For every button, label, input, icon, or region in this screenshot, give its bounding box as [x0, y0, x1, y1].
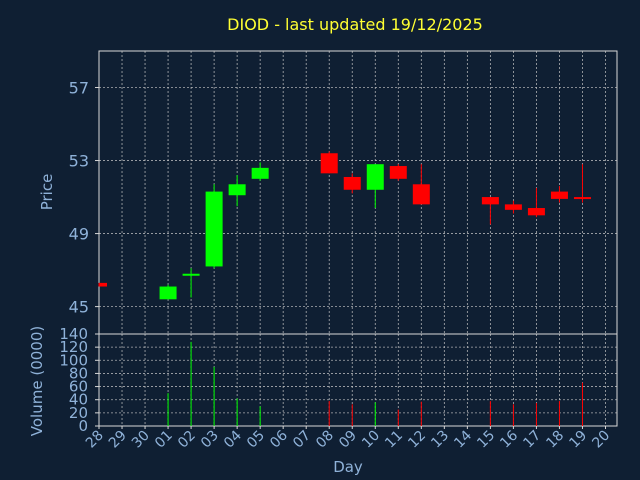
x-axis-label: Day: [333, 458, 363, 476]
candle-body: [389, 166, 407, 179]
candle-body: [228, 184, 246, 196]
x-tick-label: 30: [129, 428, 153, 452]
x-axis: 28 29 30 01 02 03 04 05 06 07 08 09 10 11 12 13 14 15 16 17…: [83, 426, 613, 451]
candle: [205, 184, 223, 269]
candle-body: [182, 273, 200, 276]
x-tick-label: 04: [221, 427, 245, 451]
x-tick-label: 02: [175, 428, 199, 452]
volume-tick-label: 20: [69, 404, 88, 422]
volume-tick-label: 40: [69, 391, 88, 409]
volume-tick-label: 60: [69, 378, 88, 396]
candle: [98, 282, 107, 287]
x-tick-label: 16: [497, 427, 521, 451]
x-tick-label: 03: [198, 428, 222, 452]
candle: [366, 164, 384, 209]
candle: [228, 175, 246, 207]
price-tick-label: 49: [69, 225, 89, 244]
price-tick-label: 53: [69, 152, 89, 171]
x-tick-label: 15: [474, 428, 498, 452]
candle-body: [412, 184, 430, 205]
volume-tick-label: 80: [69, 364, 88, 382]
x-tick-label: 10: [359, 428, 383, 452]
x-tick-label: 20: [589, 428, 613, 452]
volume-axis-label: Volume (0000): [28, 326, 46, 436]
x-tick-label: 29: [106, 428, 130, 452]
candle-body: [159, 286, 177, 300]
x-tick-label: 06: [267, 427, 291, 451]
volume-tick-label: 120: [59, 338, 88, 356]
candle: [481, 197, 499, 225]
candle: [320, 151, 338, 174]
candle-body: [550, 191, 568, 199]
volume-tick-label: 0: [78, 417, 88, 435]
candle: [573, 164, 591, 203]
candle: [182, 268, 200, 298]
x-tick-label: 12: [405, 428, 429, 452]
price-axis-label: Price: [38, 174, 56, 211]
candle: [412, 164, 430, 205]
volume-panel-frame: [98, 333, 618, 427]
x-tick-label: 07: [290, 428, 314, 452]
price-tick-label: 57: [69, 79, 89, 98]
candle: [527, 187, 545, 218]
candle: [251, 162, 269, 181]
candle-body: [251, 167, 269, 179]
x-tick-label: 08: [313, 428, 337, 452]
x-tick-label: 17: [520, 428, 544, 452]
candle-body: [205, 191, 223, 267]
x-tick-label: 18: [543, 428, 567, 452]
candle: [389, 164, 407, 181]
candle-body: [527, 208, 545, 216]
x-tick-label: 11: [382, 428, 406, 452]
candle: [159, 284, 177, 300]
price-panel: 45 49 53 57 Price: [38, 50, 618, 335]
x-tick-label: 19: [566, 428, 590, 452]
candle: [504, 200, 522, 214]
x-tick-label: 14: [451, 427, 475, 451]
candle: [550, 186, 568, 203]
candle-body: [366, 164, 384, 190]
volume-grid: [99, 334, 617, 426]
candle-body: [504, 204, 522, 210]
x-tick-label: 05: [244, 428, 268, 452]
candle-body: [343, 176, 361, 190]
candle-body: [320, 153, 338, 174]
chart-title: DIOD - last updated 19/12/2025: [227, 15, 483, 34]
candle-body: [573, 197, 591, 200]
x-tick-label: 13: [428, 428, 452, 452]
price-tick-label: 45: [69, 298, 89, 317]
x-tick-label: 09: [336, 428, 360, 452]
volume-bars: [167, 341, 583, 426]
volume-tick-label: 100: [59, 351, 88, 369]
price-y-ticks: 45 49 53 57: [69, 79, 99, 317]
x-tick-label: 01: [152, 428, 176, 452]
candle-body: [481, 197, 499, 205]
candlesticks: [98, 151, 591, 300]
price-grid: [99, 51, 617, 334]
volume-tick-label: 140: [59, 325, 88, 343]
candle: [343, 173, 361, 194]
price-panel-frame: [98, 50, 618, 335]
candle-body: [99, 282, 107, 287]
